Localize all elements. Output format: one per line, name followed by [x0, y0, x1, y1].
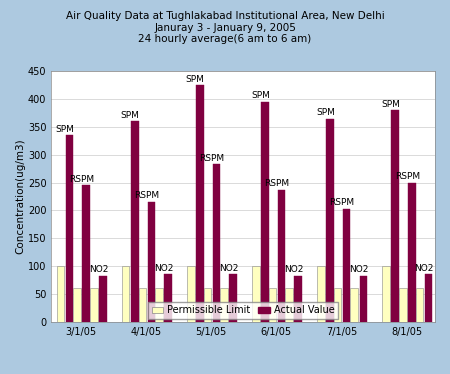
Bar [408, 183, 416, 322]
Text: RSPM: RSPM [265, 179, 290, 188]
Bar [343, 209, 351, 322]
Bar [269, 288, 276, 322]
Text: SPM: SPM [186, 74, 205, 84]
Bar [148, 202, 155, 322]
Bar [391, 110, 399, 322]
Text: NO2: NO2 [349, 266, 369, 275]
Text: SPM: SPM [316, 108, 335, 117]
Bar [187, 266, 194, 322]
Bar [382, 266, 390, 322]
Text: RSPM: RSPM [395, 172, 420, 181]
Text: SPM: SPM [381, 99, 400, 108]
Text: SPM: SPM [121, 111, 140, 120]
Bar [294, 276, 302, 322]
Bar [82, 186, 90, 322]
Bar [220, 288, 228, 322]
Bar [278, 190, 285, 322]
Text: RSPM: RSPM [134, 191, 159, 200]
Text: Air Quality Data at Tughlakabad Institutional Area, New Delhi
Januray 3 - Januar: Air Quality Data at Tughlakabad Institut… [66, 11, 384, 45]
Text: NO2: NO2 [284, 265, 303, 274]
Bar [326, 119, 334, 322]
Text: SPM: SPM [56, 125, 75, 134]
Bar [261, 102, 269, 322]
Bar [285, 288, 293, 322]
Bar [317, 266, 325, 322]
Text: RSPM: RSPM [69, 175, 94, 184]
Text: NO2: NO2 [414, 264, 434, 273]
Bar [252, 266, 260, 322]
Bar [196, 85, 203, 322]
Bar [90, 288, 98, 322]
Y-axis label: Concentration(ug/m3): Concentration(ug/m3) [15, 139, 25, 254]
Bar [164, 275, 172, 322]
Text: RSPM: RSPM [329, 198, 355, 207]
Bar [155, 288, 163, 322]
Bar [399, 288, 406, 322]
Bar [334, 288, 342, 322]
Bar [99, 276, 107, 322]
Bar [139, 288, 146, 322]
Bar [360, 276, 367, 322]
Text: NO2: NO2 [154, 264, 173, 273]
Bar [73, 288, 81, 322]
Bar [57, 266, 64, 322]
Bar [230, 275, 237, 322]
Bar [351, 288, 358, 322]
Bar [122, 266, 130, 322]
Text: RSPM: RSPM [199, 154, 225, 163]
Legend: Permissible Limit, Actual Value: Permissible Limit, Actual Value [148, 301, 338, 319]
Bar [425, 275, 432, 322]
Bar [131, 122, 139, 322]
Bar [203, 288, 211, 322]
Text: NO2: NO2 [219, 264, 239, 273]
Text: SPM: SPM [251, 91, 270, 100]
Bar [66, 135, 73, 322]
Bar [416, 288, 423, 322]
Text: NO2: NO2 [89, 266, 108, 275]
Bar [213, 164, 220, 322]
